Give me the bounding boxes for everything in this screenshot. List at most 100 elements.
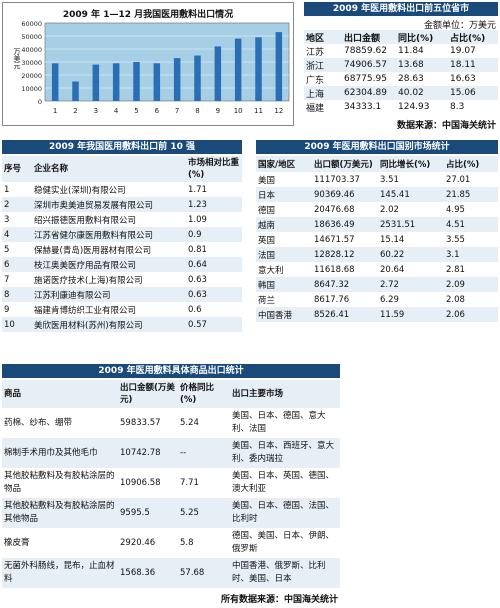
x-tick-label: 1 (53, 107, 57, 115)
table-cell: 8526.41 (314, 309, 350, 320)
bar (153, 63, 161, 101)
header-cell: 占比(%) (450, 33, 486, 44)
table-cell: 德国 (258, 205, 276, 216)
x-tick-label: 3 (94, 107, 98, 115)
company-table-title: 2009 年我国医用敷料出口前 10 强 (2, 140, 242, 154)
x-tick-label: 5 (134, 107, 138, 115)
table-row: 英国 14671.57 15.14 3.55 (256, 232, 498, 247)
table-cell: 福建肯博纺织工业有限公司 (34, 305, 137, 316)
table-cell: 15.06 (450, 88, 476, 98)
table-row: 意大利 11618.68 20.64 2.81 (256, 262, 498, 277)
x-tick-label: 9 (216, 107, 220, 115)
table-cell: 绍兴振德医用敷料有限公司 (34, 215, 137, 226)
table-cell: 27.01 (446, 174, 471, 185)
x-tick-label: 4 (114, 107, 119, 115)
table-cell: 福建 (306, 103, 325, 114)
header-cell: 地区 (306, 33, 325, 44)
table-cell: 无菌外科肠线，昆布，止血材料 (4, 561, 115, 584)
table-header-row: 商品 出口金额(万美元) 价格同比(%) 出口主要市场 (2, 380, 340, 408)
table-cell: 江苏利康迪有限公司 (34, 290, 111, 301)
table-cell: 8.3 (450, 102, 465, 112)
bar (275, 32, 283, 101)
bar (255, 37, 262, 101)
table-cell: 2.08 (446, 294, 465, 305)
table-row: 江苏 78859.62 11.84 19.07 (304, 44, 498, 58)
table-cell: 111703.37 (314, 174, 360, 185)
table-cell: 20.64 (380, 264, 405, 275)
table-row: 橡皮膏 2920.46 5.8 德国、美国、日本、伊朗、俄罗斯 (2, 528, 340, 558)
product-table-body: 商品 出口金额(万美元) 价格同比(%) 出口主要市场药棉、纱布、绷带 59833.57… (2, 380, 340, 588)
bar (234, 38, 242, 101)
table-cell: 40.02 (398, 88, 424, 98)
table-cell: 60.22 (380, 249, 405, 260)
table-cell: 美国、日本、德国、意大利、法国 (232, 411, 326, 434)
y-tick-label: 40000 (21, 46, 42, 54)
table-cell: 6.29 (380, 294, 399, 305)
table-cell: 74906.57 (344, 60, 387, 70)
table-row: 10 美欣医用材料(苏州)有限公司 0.57 (2, 317, 242, 332)
table-cell: 8647.32 (314, 279, 350, 290)
table-cell: 荷兰 (258, 295, 276, 306)
header-cell: 出口金额(万美元) (120, 383, 175, 405)
table-row: 4 江苏省健尔康医用敷料有限公司 0.9 (2, 227, 242, 242)
table-cell: 3.55 (446, 234, 465, 245)
table-cell: 其他胶粘敷料及有胶粘涂层的其他物品 (4, 501, 115, 524)
header-cell: 企业名称 (34, 164, 69, 174)
table-cell: 江苏 (306, 47, 325, 58)
header-cell: 同比(%) (398, 33, 434, 44)
table-cell: 中国香港、俄罗斯、比利时、美国、日本 (232, 561, 326, 584)
table-row: 棉制手术用巾及其他毛巾 10742.78 -- 美国、日本、西班牙、意大利、委内瑞拉 (2, 438, 340, 468)
table-cell: 0.63 (188, 274, 207, 285)
header-cell: 商品 (4, 389, 22, 399)
bar (112, 63, 120, 101)
table-row: 3 绍兴振德医用敷料有限公司 1.09 (2, 212, 242, 227)
table-cell: 18636.49 (314, 219, 355, 230)
table-cell: 9595.5 (120, 508, 150, 518)
table-cell: 15.14 (380, 234, 405, 245)
table-row: 2 深圳市奥美迪贸易发展有限公司 1.23 (2, 197, 242, 212)
y-axis-label: 万美元 (13, 48, 21, 70)
table-row: 浙江 74906.57 13.68 18.11 (304, 58, 498, 72)
province-table-title: 2009 年医用敷料出口前五位省市 (304, 2, 498, 16)
table-row: 药棉、纱布、绷带 59833.57 5.24 美国、日本、德国、意大利、法国 (2, 408, 340, 438)
table-row: 韩国 8647.32 2.72 2.09 (256, 277, 498, 292)
company-table-body: 序号 企业名称 市场相对比重(%) 1 稳健实业(深圳)有限公司 1.71 2 深圳市奥美迪贸… (2, 156, 242, 332)
table-cell: 3.51 (380, 174, 399, 185)
country-table: 2009 年医用敷料出口国别市场统计 国家/地区 出口额(万美元) 同比增长(%) 占… (256, 140, 498, 324)
table-cell: 57.68 (180, 568, 205, 578)
table-cell: 橡皮膏 (4, 537, 30, 548)
x-tick-label: 2 (73, 107, 77, 115)
table-cell: 2.06 (446, 309, 465, 320)
table-cell: 1.09 (188, 214, 207, 225)
table-row: 广东 68775.95 28.63 16.63 (304, 72, 498, 86)
table-row: 5 保赫曼(青岛)医用器材有限公司 0.81 (2, 242, 242, 257)
bar (133, 62, 140, 101)
table-cell: 0.63 (188, 289, 207, 300)
table-cell: 5 (4, 244, 10, 255)
table-cell: 3.1 (446, 249, 460, 260)
table-cell: 2531.51 (380, 219, 416, 230)
table-row: 德国 20476.68 2.02 4.95 (256, 202, 498, 217)
table-cell: 2 (4, 199, 10, 210)
table-cell: 保赫曼(青岛)医用器材有限公司 (34, 245, 152, 256)
product-source: 所有数据来源：中国海关统计 (220, 595, 338, 605)
header-cell: 出口主要市场 (232, 389, 284, 399)
company-table: 2009 年我国医用敷料出口前 10 强 序号 企业名称 市场相对比重(%) 1 稳健实… (2, 140, 242, 334)
table-cell: 0.81 (188, 244, 207, 255)
table-cell: 棉制手术用巾及其他毛巾 (4, 447, 98, 458)
table-cell: 10 (4, 319, 15, 330)
table-cell: 19.07 (450, 46, 476, 56)
table-header-row: 序号 企业名称 市场相对比重(%) (2, 156, 242, 182)
table-row: 荷兰 8617.76 6.29 2.08 (256, 292, 498, 307)
table-cell: 越南 (258, 220, 276, 231)
table-cell: 124.93 (398, 102, 430, 112)
table-cell: 药棉、纱布、绷带 (4, 417, 73, 428)
header-cell: 占比(%) (446, 160, 480, 170)
table-cell: 浙江 (306, 61, 325, 72)
table-cell: 法国 (258, 250, 276, 261)
header-cell: 价格同比(%) (180, 383, 215, 405)
product-table-title: 2009 年医用敷料具体商品出口统计 (2, 364, 340, 378)
table-cell: 0.57 (188, 319, 207, 330)
table-cell: 28.63 (398, 74, 424, 84)
country-table-body: 国家/地区 出口额(万美元) 同比增长(%) 占比(%) 美国 111703.37 3.51… (256, 156, 498, 324)
